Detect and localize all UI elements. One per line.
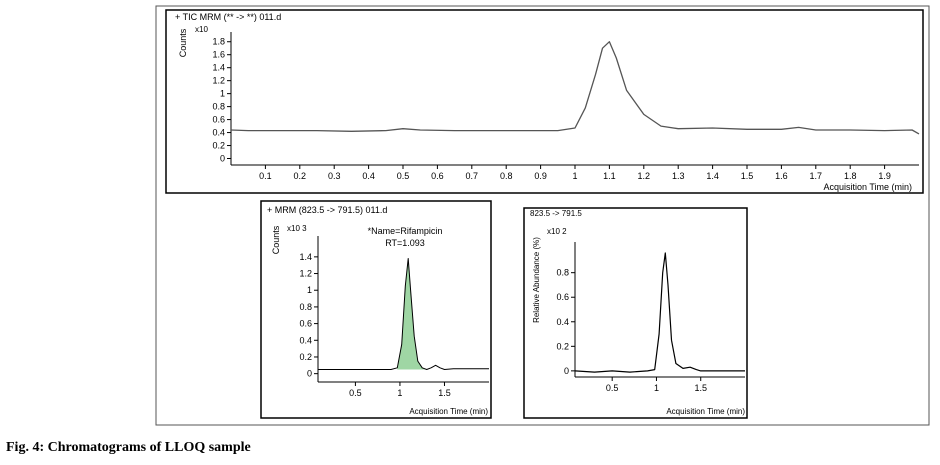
tic-x-tick-label: 0.5: [397, 171, 410, 181]
abundance-x-axis-label: Acquisition Time (min): [666, 407, 745, 416]
mrm-title: + MRM (823.5 -> 791.5) 011.d: [267, 205, 387, 215]
tic-y-tick-label: 0.8: [212, 102, 225, 112]
mrm-annotation-rt: RT=1.093: [385, 238, 425, 248]
tic-x-tick-label: 1.8: [844, 171, 857, 181]
tic-x-tick-label: 1.3: [672, 171, 685, 181]
mrm-y-scale-label: x10 3: [287, 224, 307, 233]
mrm-x-tick-label: 1: [397, 388, 402, 398]
mrm-series-line: [318, 258, 489, 370]
abundance-x-tick-label: 1.5: [694, 383, 707, 393]
abundance-series-line: [574, 252, 745, 373]
abundance-y-tick-label: 0.4: [556, 317, 569, 327]
tic-y-tick-label: 0: [220, 154, 225, 164]
figure-caption: Fig. 4: Chromatograms of LLOQ sample: [6, 440, 251, 455]
mrm-y-tick-label: 1.2: [299, 269, 312, 279]
tic-x-tick-label: 1.4: [706, 171, 719, 181]
abundance-y-tick-label: 0: [564, 366, 569, 376]
mrm-y-tick-label: 0: [307, 369, 312, 379]
tic-y-tick-label: 1.6: [212, 50, 225, 60]
tic-x-tick-label: 1.1: [603, 171, 616, 181]
tic-panel-box: [165, 9, 924, 194]
abundance-y-tick-label: 0.6: [556, 292, 569, 302]
mrm-plot: 0 0.2 0.4 0.6 0.8 1 1.2 1.4 0.5 1 1.5: [299, 236, 489, 398]
abundance-y-axis-label: Relative Abundance (%): [532, 237, 541, 323]
abundance-x-tick-label: 0.5: [606, 383, 619, 393]
figure-frame: [155, 5, 930, 426]
abundance-x-tick-label: 1: [654, 383, 659, 393]
abundance-plot: 0 0.2 0.4 0.6 0.8 0.5 1 1.5: [556, 242, 745, 393]
tic-y-tick-label: 1.8: [212, 37, 225, 47]
tic-y-tick-label: 0.2: [212, 141, 225, 151]
tic-x-axis-label: Acquisition Time (min): [823, 182, 912, 192]
tic-x-tick-label: 0.7: [466, 171, 479, 181]
mrm-y-axis-label: Counts: [271, 225, 281, 254]
tic-x-tick-label: 1.5: [741, 171, 754, 181]
tic-y-tick-label: 0.6: [212, 115, 225, 125]
tic-x-tick-label: 0.1: [259, 171, 272, 181]
abundance-y-tick-label: 0.8: [556, 268, 569, 278]
abundance-y-scale-label: x10 2: [547, 227, 567, 236]
tic-x-tick-label: 1.9: [878, 171, 891, 181]
mrm-y-tick-label: 0.6: [299, 319, 312, 329]
tic-x-tick-label: 1.7: [810, 171, 823, 181]
abundance-title: 823.5 -> 791.5: [530, 209, 582, 218]
mrm-y-tick-label: 0.8: [299, 302, 312, 312]
tic-x-tick-label: 0.9: [534, 171, 547, 181]
mrm-x-axis-label: Acquisition Time (min): [409, 407, 488, 416]
mrm-annotation-name: *Name=Rifampicin: [368, 226, 443, 236]
tic-x-tick-label: 1.2: [638, 171, 651, 181]
tic-y-scale-label: x10: [195, 25, 208, 34]
tic-x-tick-label: 1.6: [775, 171, 788, 181]
tic-x-tick-label: 0.8: [500, 171, 513, 181]
tic-y-tick-label: 0.4: [212, 128, 225, 138]
tic-plot: 0 0.2 0.4 0.6 0.8 1 1.2 1.4 1.6 1.8 0.1 0.2 0.3 0.4 0.…: [212, 32, 920, 181]
tic-title: + TIC MRM (** -> **) 011.d: [175, 12, 281, 22]
mrm-y-tick-label: 1: [307, 285, 312, 295]
mrm-y-tick-label: 0.4: [299, 335, 312, 345]
tic-series-line: [230, 41, 920, 135]
tic-x-tick-label: 0.6: [431, 171, 444, 181]
tic-x-tick-label: 0.3: [328, 171, 341, 181]
tic-x-tick-label: 1: [572, 171, 577, 181]
tic-x-tick-label: 0.2: [294, 171, 307, 181]
mrm-panel-box: [260, 200, 492, 419]
mrm-x-tick-label: 0.5: [349, 388, 362, 398]
mrm-y-tick-label: 0.2: [299, 352, 312, 362]
tic-y-axis-label: Counts: [178, 28, 188, 57]
mrm-y-tick-label: 1.4: [299, 252, 312, 262]
tic-y-tick-label: 1.2: [212, 76, 225, 86]
abundance-panel-box: [523, 207, 748, 419]
tic-y-tick-label: 1.4: [212, 63, 225, 73]
tic-x-tick-label: 0.4: [362, 171, 375, 181]
abundance-y-tick-label: 0.2: [556, 341, 569, 351]
tic-y-tick-label: 1: [220, 89, 225, 99]
mrm-x-tick-label: 1.5: [438, 388, 451, 398]
